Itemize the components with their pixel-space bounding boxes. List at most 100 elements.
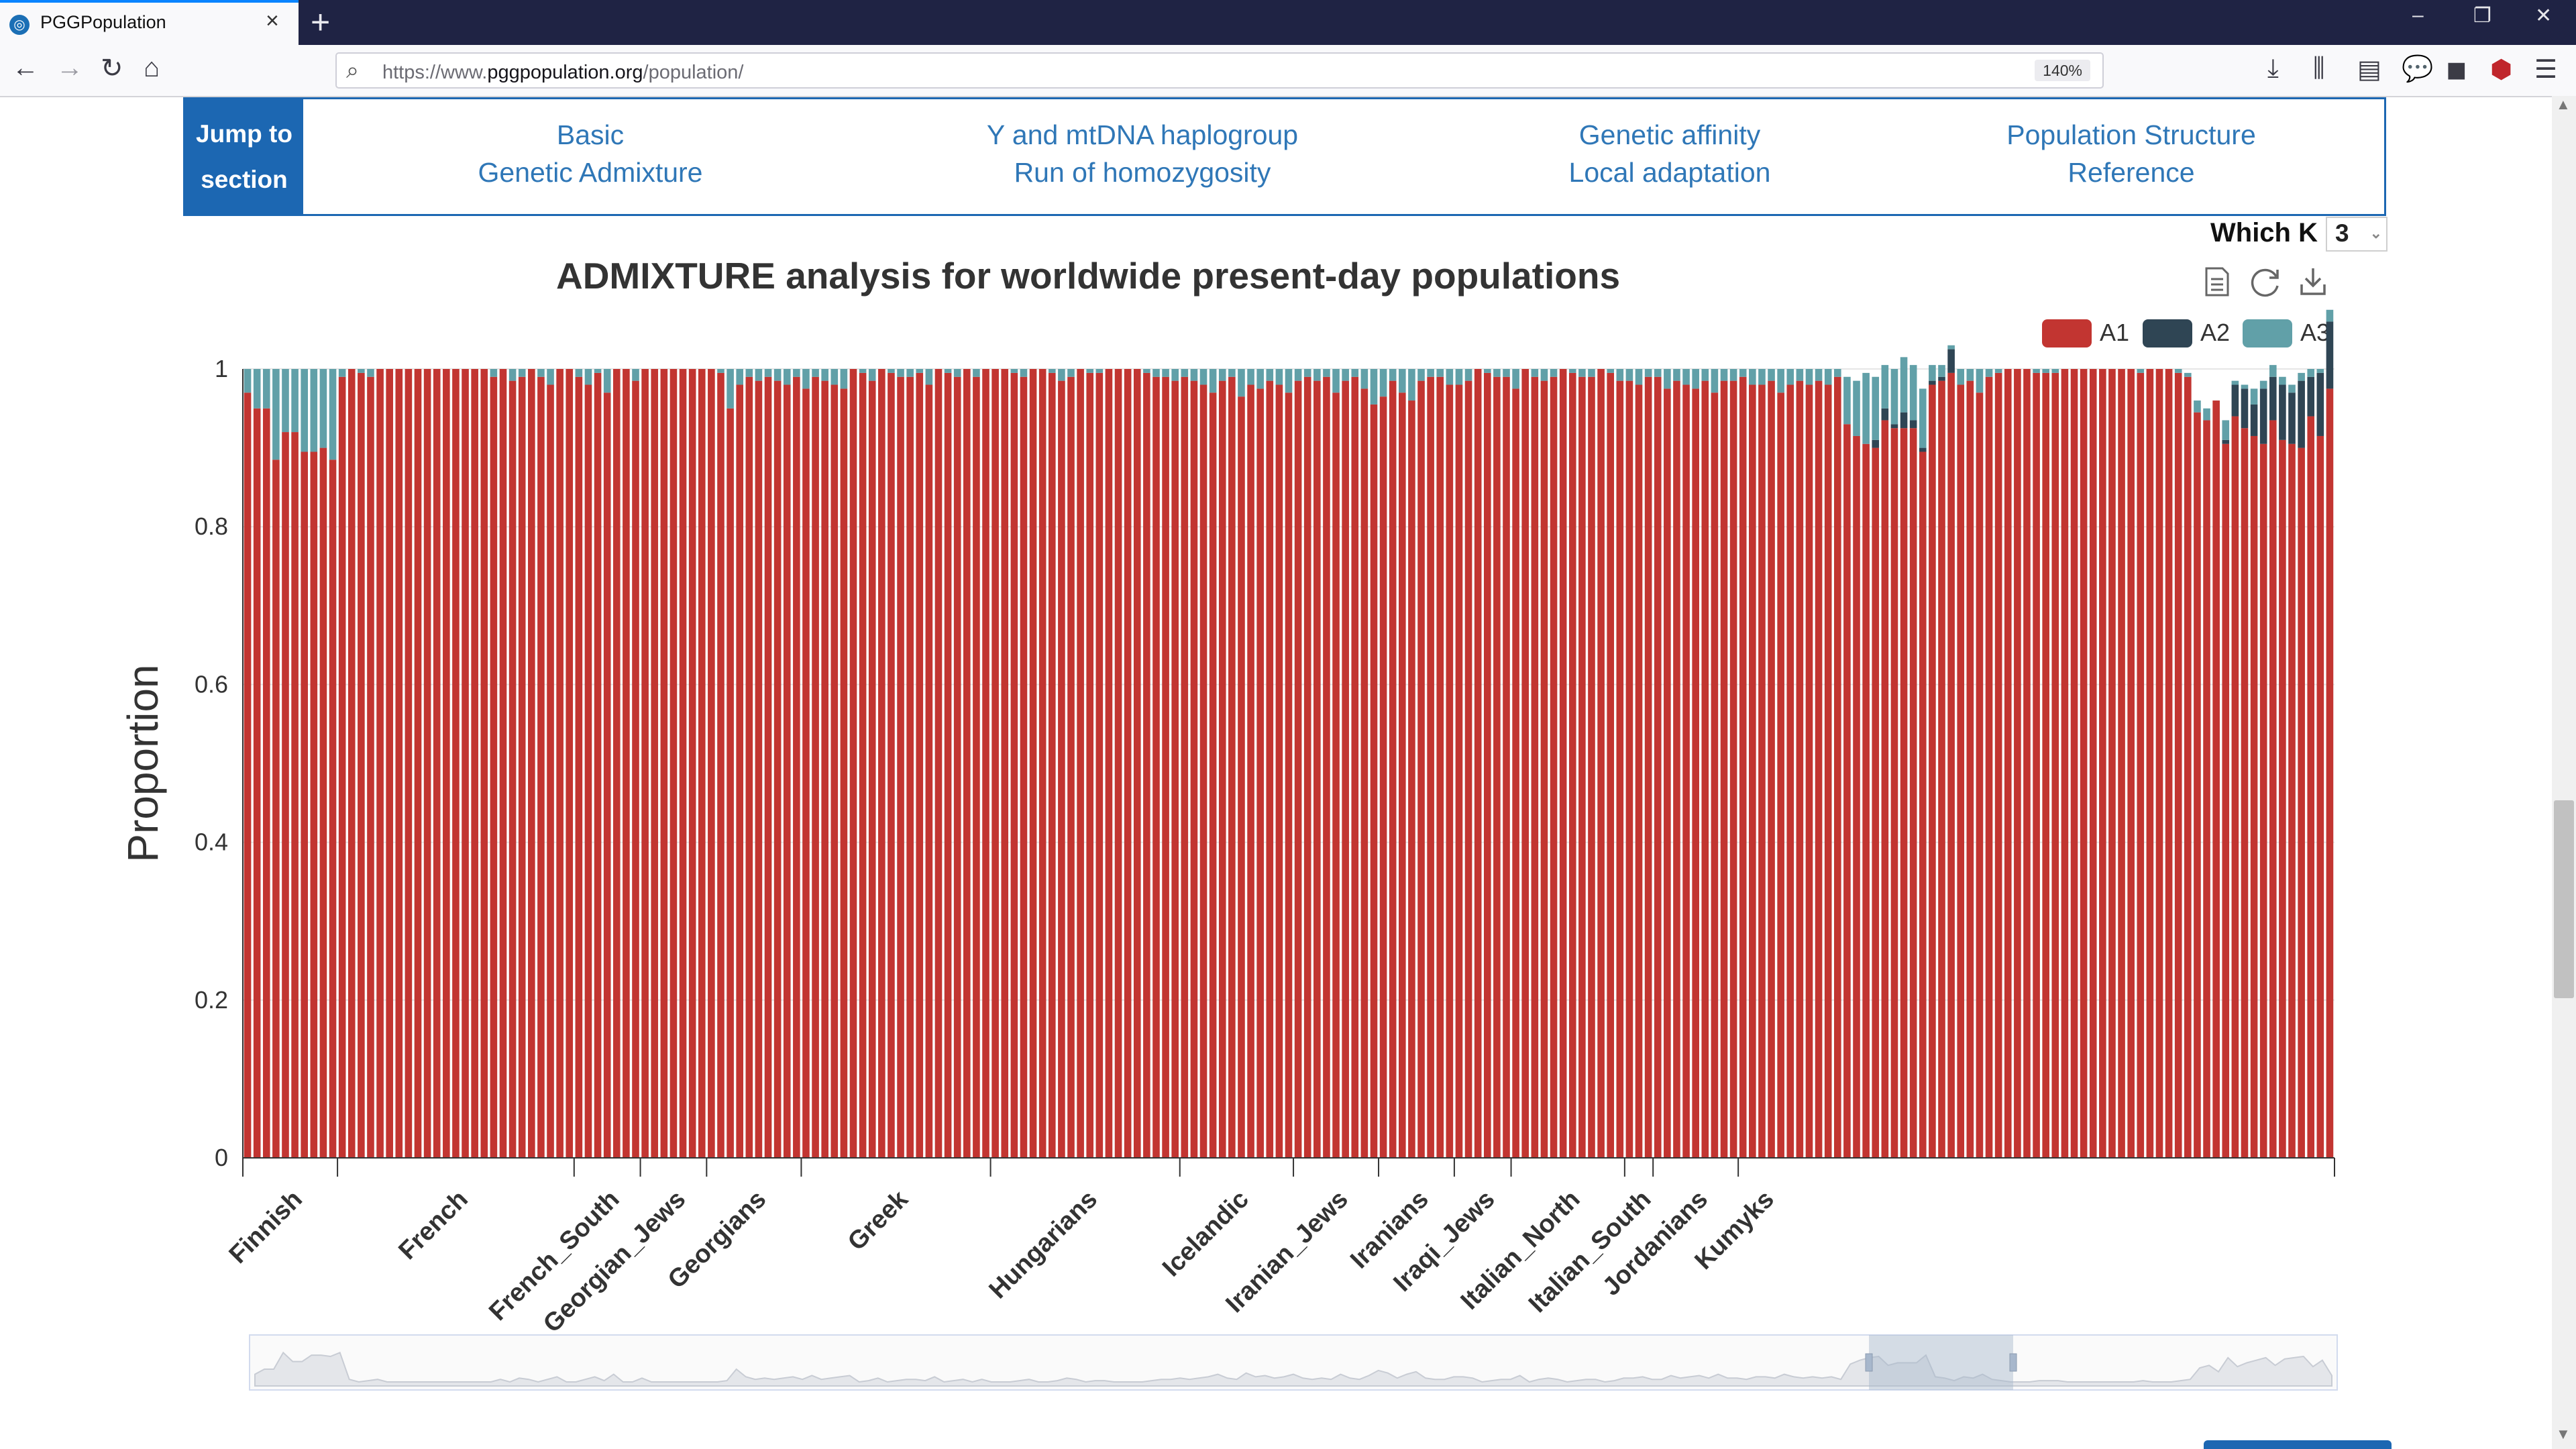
bar-a1-142[interactable]: [1588, 376, 1595, 1158]
bar-a1-197[interactable]: [2108, 369, 2116, 1158]
bar-a1-99[interactable]: [1181, 376, 1189, 1158]
bar-a3-156[interactable]: [1720, 369, 1728, 381]
bar-a1-209[interactable]: [2222, 443, 2230, 1158]
bar-a1-175[interactable]: [1900, 428, 1908, 1159]
bar-a3-55[interactable]: [764, 369, 772, 377]
bar-a1-194[interactable]: [2080, 369, 2088, 1158]
bar-a1-64[interactable]: [849, 369, 857, 1158]
bar-a1-19[interactable]: [423, 369, 431, 1158]
bar-a3-175[interactable]: [1900, 357, 1908, 413]
bar-a3-112[interactable]: [1303, 369, 1311, 377]
bar-a1-112[interactable]: [1303, 376, 1311, 1158]
bar-a1-213[interactable]: [2259, 443, 2267, 1158]
bar-a2-209[interactable]: [2222, 439, 2230, 444]
which-k-select[interactable]: 3 ⌄: [2326, 217, 2387, 252]
bar-a1-160[interactable]: [1758, 384, 1766, 1158]
bar-a1-151[interactable]: [1673, 380, 1680, 1158]
bar-a1-179[interactable]: [1938, 380, 1945, 1158]
bar-a1-44[interactable]: [660, 369, 668, 1158]
bar-a2-176[interactable]: [1909, 420, 1917, 429]
forward-icon[interactable]: →: [56, 53, 83, 83]
bar-a1-154[interactable]: [1701, 380, 1709, 1158]
bar-a1-183[interactable]: [1976, 392, 1984, 1158]
bar-a1-52[interactable]: [736, 384, 744, 1158]
bar-a1-136[interactable]: [1531, 376, 1539, 1158]
bar-a3-155[interactable]: [1711, 369, 1719, 393]
bar-a1-62[interactable]: [830, 384, 839, 1158]
bar-a3-31[interactable]: [537, 369, 545, 377]
bar-a2-216[interactable]: [2288, 392, 2296, 444]
bar-a3-105[interactable]: [1238, 369, 1245, 397]
bar-a3-140[interactable]: [1568, 369, 1576, 373]
scroll-down-icon[interactable]: ▼: [2556, 1426, 2571, 1442]
bar-a3-37[interactable]: [594, 369, 602, 373]
bar-a3-10[interactable]: [338, 369, 346, 377]
bar-a1-170[interactable]: [1853, 435, 1860, 1159]
bar-a1-192[interactable]: [2061, 369, 2069, 1158]
bar-a3-68[interactable]: [888, 369, 895, 373]
bar-a1-104[interactable]: [1228, 376, 1236, 1158]
bar-a3-111[interactable]: [1294, 369, 1302, 381]
bar-a3-96[interactable]: [1152, 369, 1160, 377]
bar-a3-75[interactable]: [953, 369, 961, 377]
bar-a3-189[interactable]: [2033, 369, 2040, 373]
bar-a3-191[interactable]: [2051, 369, 2059, 373]
bar-a2-219[interactable]: [2316, 372, 2324, 436]
restore-icon[interactable]: [2251, 268, 2279, 297]
bar-a3-180[interactable]: [1947, 345, 1955, 350]
bar-a3-173[interactable]: [1881, 365, 1889, 409]
bar-a3-206[interactable]: [2194, 400, 2201, 413]
bar-a1-15[interactable]: [386, 369, 393, 1158]
bar-a3-60[interactable]: [812, 369, 819, 377]
bar-a3-32[interactable]: [547, 369, 554, 385]
bar-a1-7[interactable]: [310, 451, 318, 1158]
bar-a3-114[interactable]: [1323, 369, 1330, 377]
library-icon[interactable]: ⫼: [2313, 54, 2325, 83]
bar-a2-220[interactable]: [2326, 321, 2334, 389]
bar-a3-41[interactable]: [632, 369, 639, 381]
bar-a3-137[interactable]: [1540, 369, 1548, 381]
bar-a2-178[interactable]: [1929, 380, 1936, 385]
bar-a2-215[interactable]: [2279, 384, 2286, 440]
bar-a1-156[interactable]: [1720, 380, 1728, 1158]
bar-a1-165[interactable]: [1805, 384, 1813, 1158]
bar-a3-219[interactable]: [2316, 369, 2324, 373]
bar-a1-59[interactable]: [802, 388, 810, 1158]
bar-a1-82[interactable]: [1020, 376, 1028, 1158]
bar-a1-124[interactable]: [1417, 380, 1425, 1158]
bar-a1-36[interactable]: [584, 384, 592, 1158]
bar-a1-0[interactable]: [244, 392, 252, 1158]
bar-a1-11[interactable]: [347, 369, 356, 1158]
bar-a1-206[interactable]: [2194, 412, 2201, 1159]
bar-a3-179[interactable]: [1938, 365, 1945, 377]
bar-a1-180[interactable]: [1947, 372, 1955, 1158]
back-icon[interactable]: ←: [12, 53, 39, 83]
bar-a3-9[interactable]: [329, 369, 337, 460]
bar-a1-120[interactable]: [1379, 396, 1387, 1159]
bar-a3-163[interactable]: [1786, 369, 1794, 385]
data-view-icon[interactable]: [2205, 267, 2229, 297]
bar-a3-218[interactable]: [2307, 369, 2315, 377]
nav-link-reference[interactable]: Reference: [2068, 157, 2195, 188]
bar-a1-166[interactable]: [1815, 380, 1823, 1158]
bar-a1-214[interactable]: [2269, 420, 2277, 1159]
bar-a1-75[interactable]: [953, 376, 961, 1158]
bar-a1-157[interactable]: [1729, 380, 1737, 1158]
bar-a3-161[interactable]: [1768, 369, 1775, 381]
bar-a1-17[interactable]: [405, 369, 413, 1158]
bar-a3-134[interactable]: [1512, 369, 1519, 389]
bar-a3-0[interactable]: [244, 369, 252, 393]
bar-a1-86[interactable]: [1058, 380, 1065, 1158]
bar-a3-149[interactable]: [1654, 369, 1662, 377]
zoom-level[interactable]: 140%: [2035, 60, 2090, 81]
bar-a3-124[interactable]: [1417, 369, 1425, 381]
bar-a1-25[interactable]: [480, 369, 488, 1158]
bar-a3-110[interactable]: [1285, 369, 1293, 393]
bar-a1-187[interactable]: [2014, 369, 2021, 1158]
bar-a3-117[interactable]: [1351, 369, 1359, 377]
bar-a1-114[interactable]: [1323, 376, 1330, 1158]
bar-a3-51[interactable]: [727, 369, 734, 409]
bar-a1-220[interactable]: [2326, 388, 2334, 1158]
bar-a3-1[interactable]: [253, 369, 261, 409]
bar-a1-48[interactable]: [698, 369, 706, 1158]
